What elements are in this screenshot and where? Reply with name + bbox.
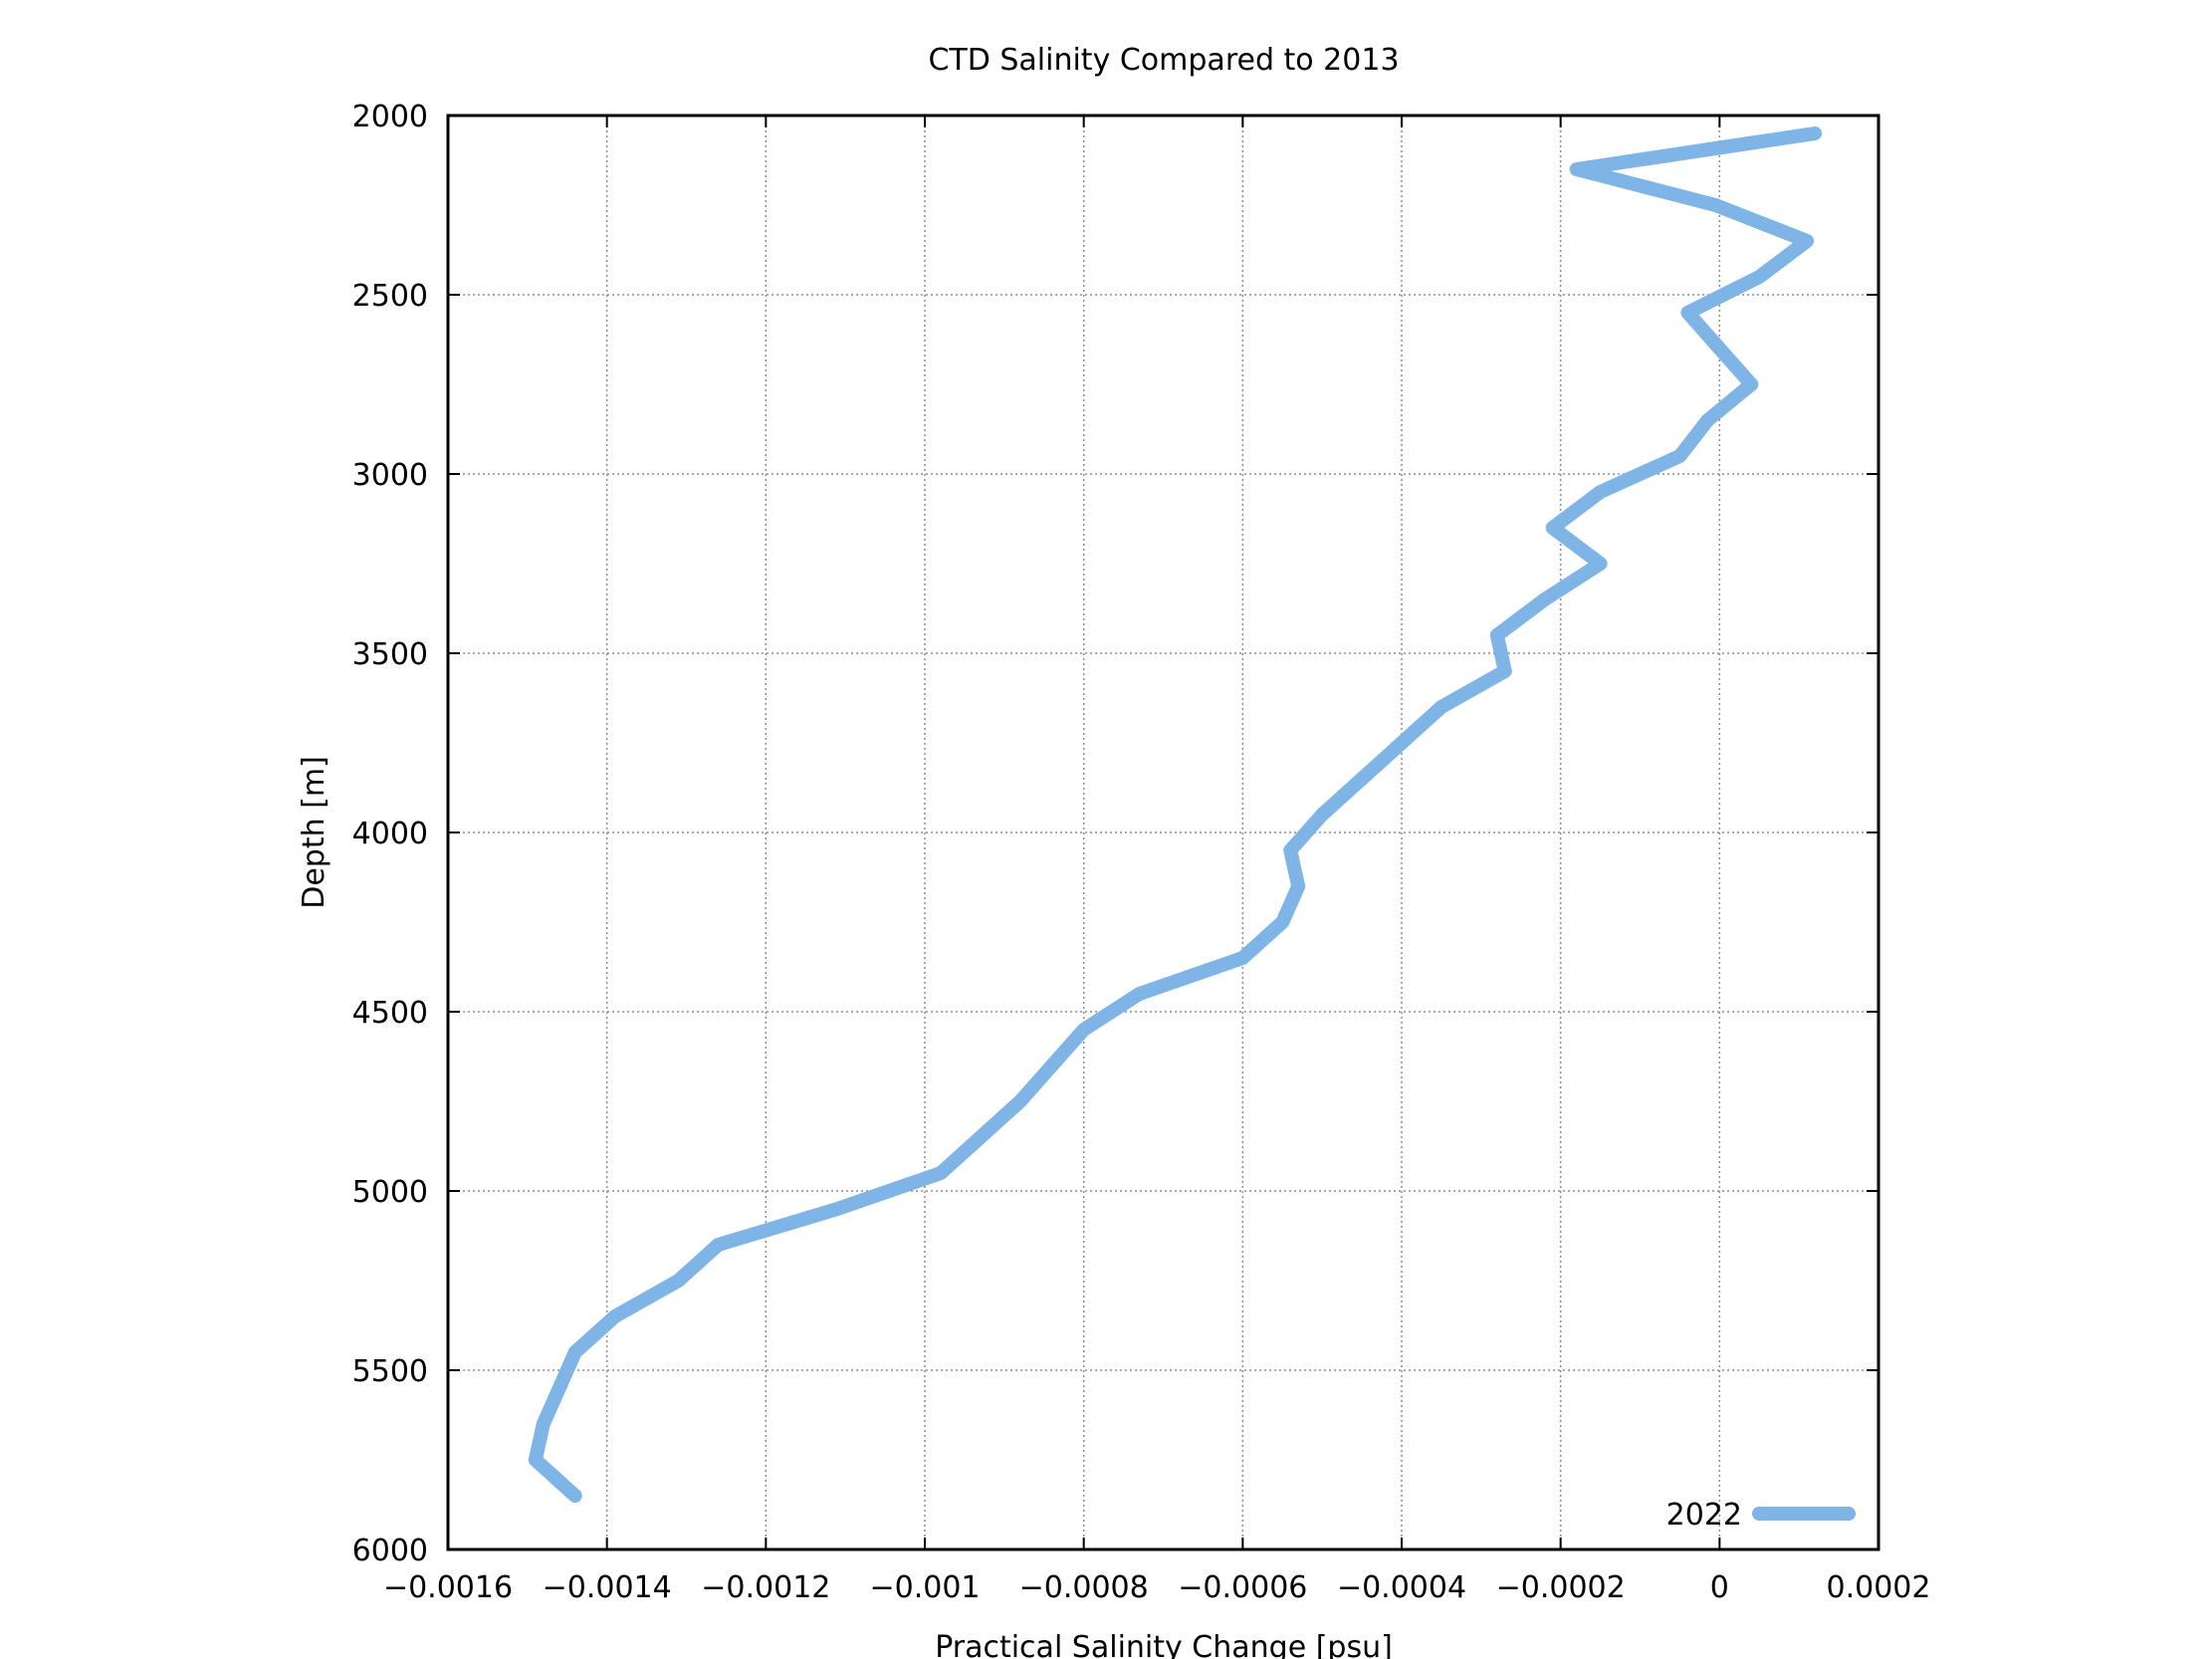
x-tick-label: −0.0012 (701, 1570, 830, 1605)
legend-label-2022: 2022 (1666, 1498, 1742, 1533)
y-tick-label: 4500 (352, 996, 428, 1031)
grid-lines (448, 116, 1879, 1549)
x-tick-label: 0 (1710, 1570, 1729, 1605)
x-tick-label: 0.0002 (1827, 1570, 1931, 1605)
y-tick-label: 4000 (352, 817, 428, 851)
legend: 2022 (1666, 1498, 1856, 1533)
y-tick-labels: 2000 2500 3000 3500 4000 4500 5000 5500 6000 (352, 100, 428, 1568)
x-tick-label: −0.0006 (1178, 1570, 1307, 1605)
y-tick-label: 5000 (352, 1175, 428, 1210)
y-axis-label: Depth [m] (297, 756, 332, 909)
y-tick-label: 6000 (352, 1534, 428, 1568)
y-tick-label: 3000 (352, 458, 428, 493)
x-tick-label: −0.001 (869, 1570, 980, 1605)
series-line-2022 (528, 126, 1823, 1503)
x-tick-label: −0.0014 (543, 1570, 672, 1605)
y-tick-label: 3500 (352, 637, 428, 672)
x-axis-label: Practical Salinity Change [psu] (935, 1630, 1393, 1659)
x-tick-label: −0.0008 (1019, 1570, 1149, 1605)
x-tick-label: −0.0004 (1337, 1570, 1466, 1605)
y-tick-label: 2000 (352, 100, 428, 134)
x-tick-label: −0.0016 (383, 1570, 513, 1605)
chart-title: CTD Salinity Compared to 2013 (928, 43, 1399, 78)
x-tick-label: −0.0002 (1496, 1570, 1626, 1605)
x-tick-labels: −0.0016 −0.0014 −0.0012 −0.001 −0.0008 −0.000… (383, 1570, 1931, 1605)
axis-ticks (447, 115, 1880, 1550)
series-layer (528, 126, 1823, 1503)
y-tick-label: 5500 (352, 1354, 428, 1389)
y-tick-label: 2500 (352, 279, 428, 314)
